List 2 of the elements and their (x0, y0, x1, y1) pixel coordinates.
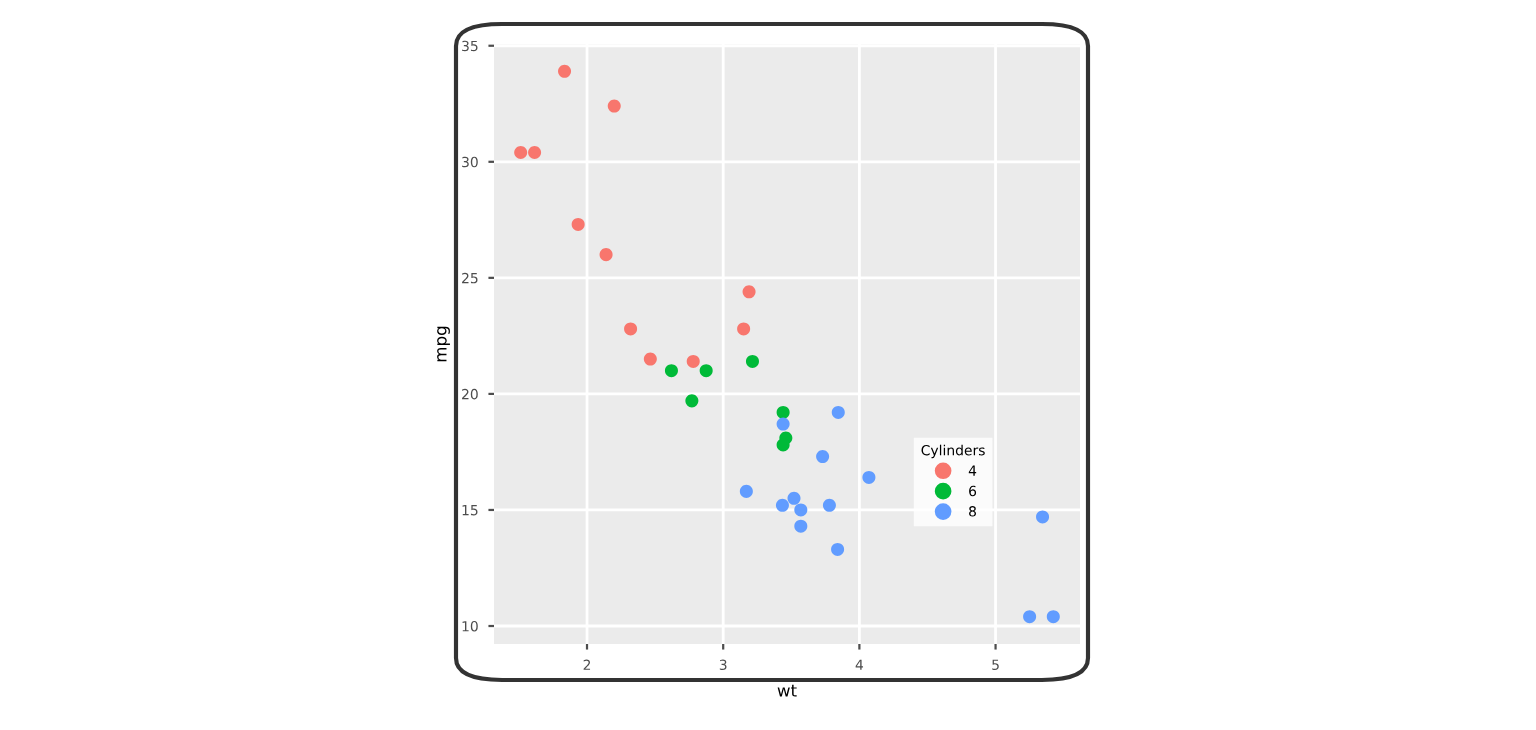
y-axis-title: mpg (437, 326, 450, 362)
x-axis-title: wt (777, 684, 797, 697)
